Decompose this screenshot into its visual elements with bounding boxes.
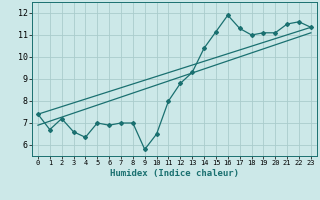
- X-axis label: Humidex (Indice chaleur): Humidex (Indice chaleur): [110, 169, 239, 178]
